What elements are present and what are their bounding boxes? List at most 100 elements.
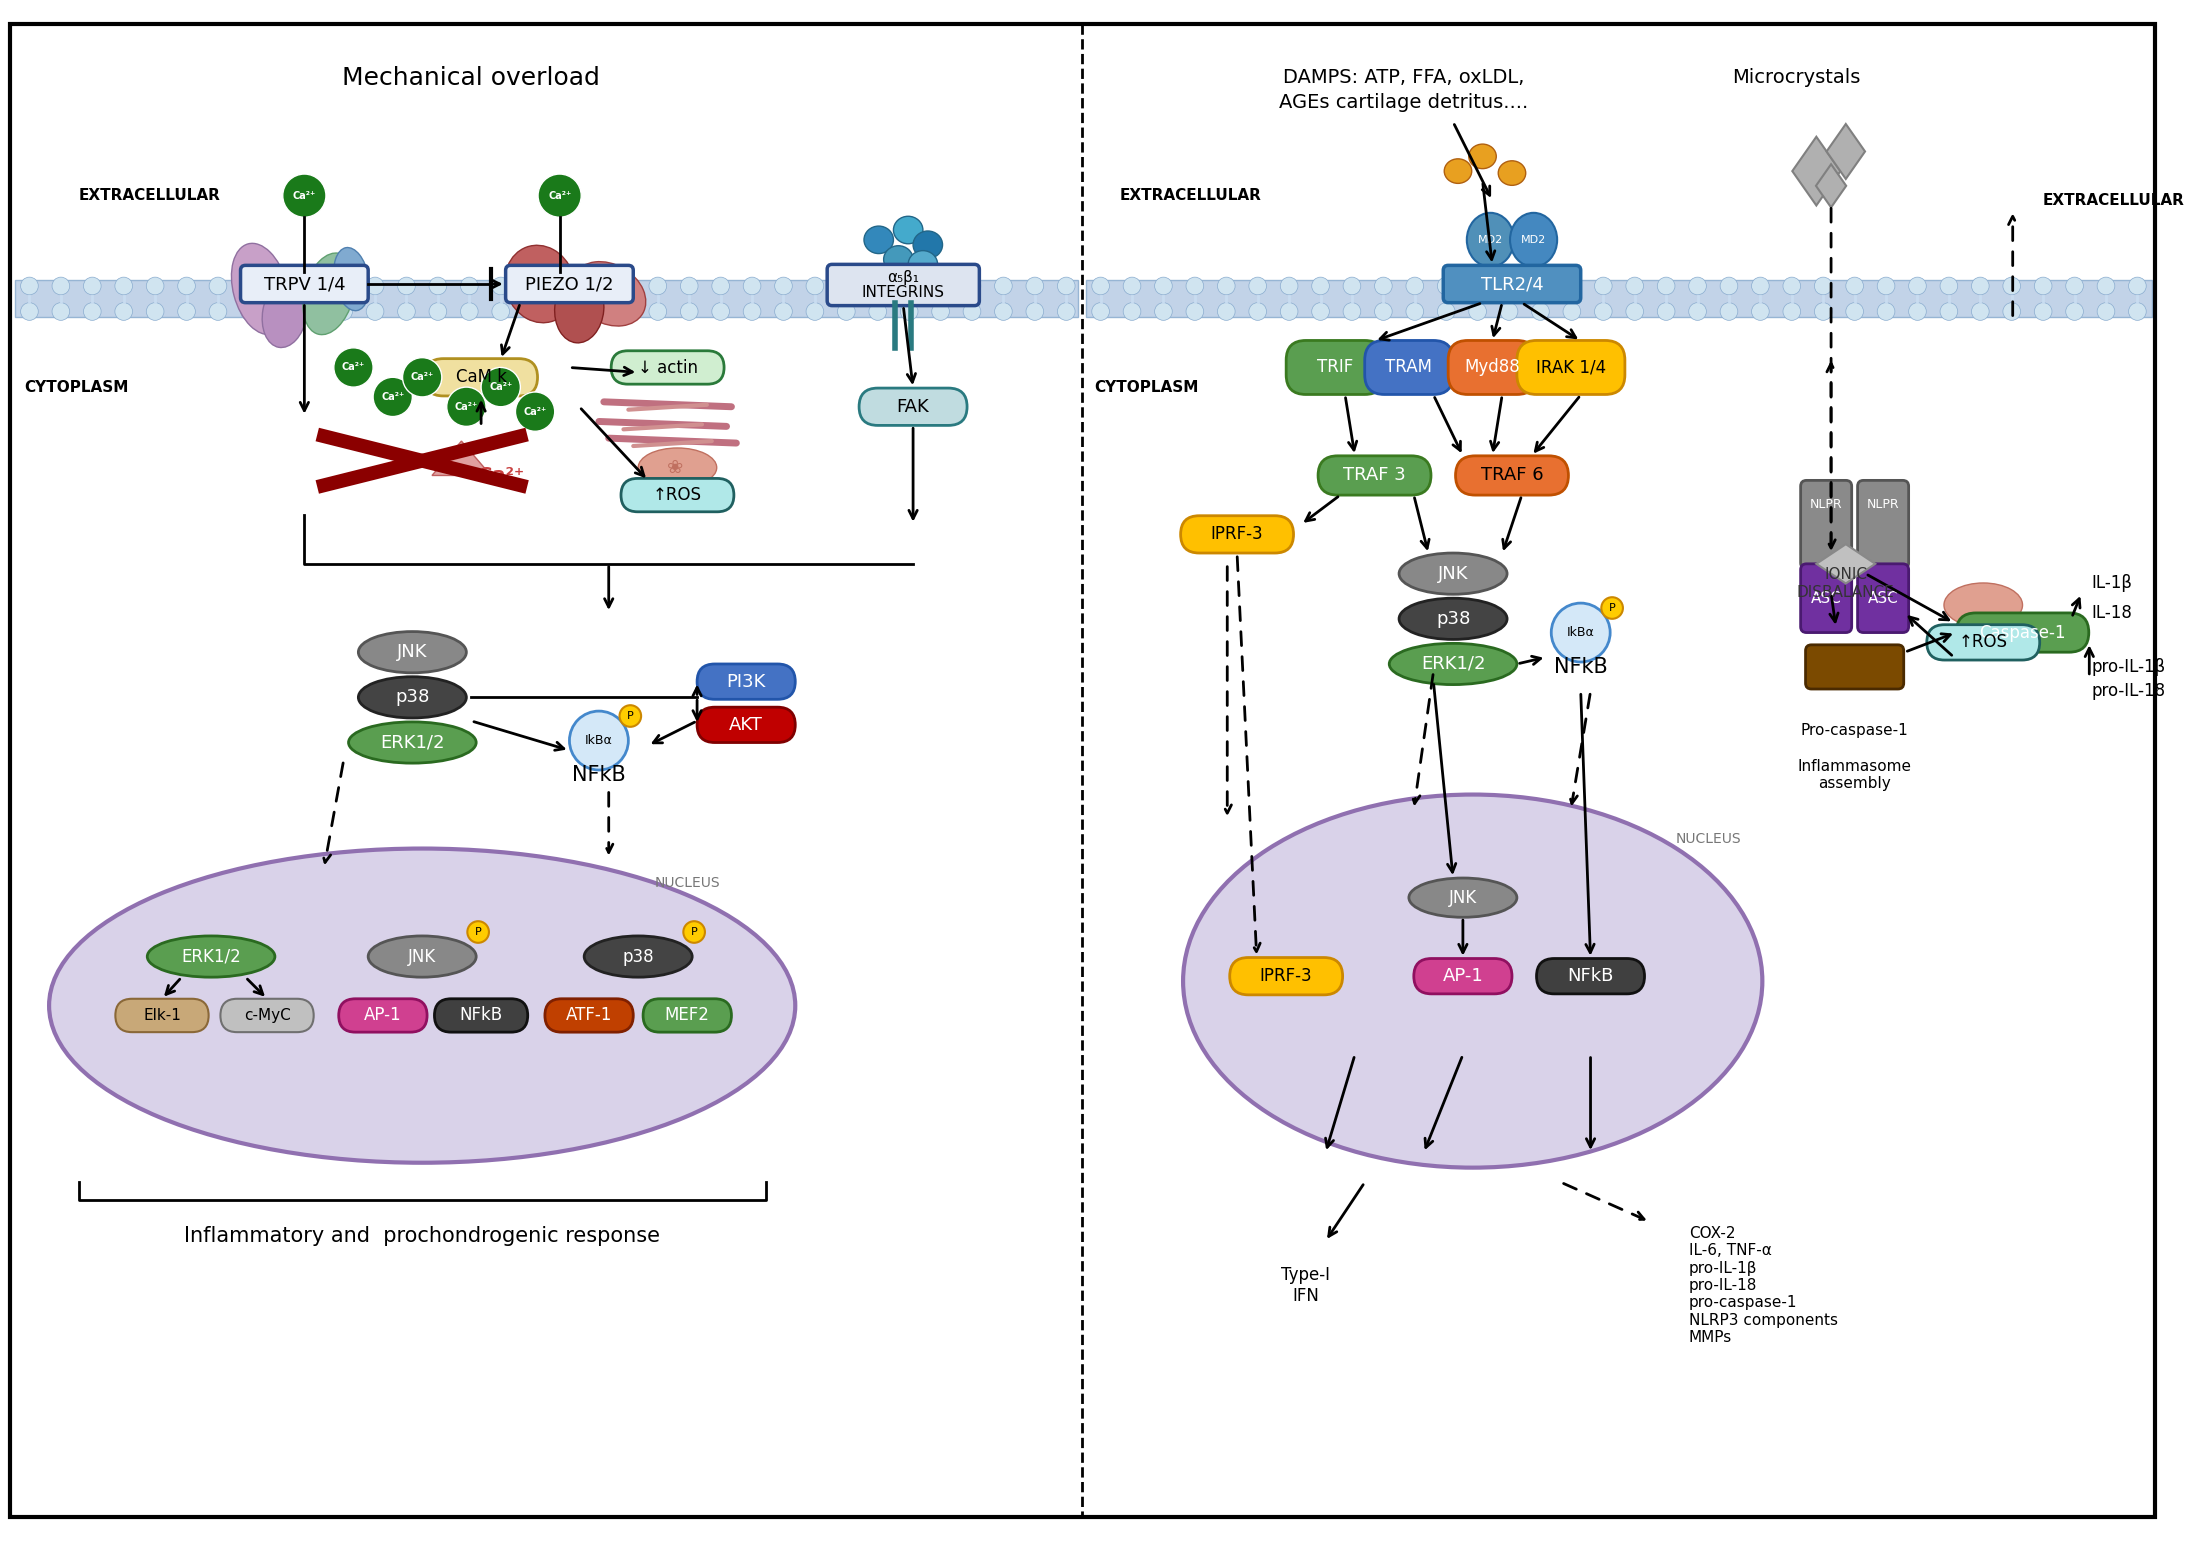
Circle shape <box>869 277 886 294</box>
FancyBboxPatch shape <box>1956 613 2088 652</box>
FancyBboxPatch shape <box>1927 624 2040 660</box>
Circle shape <box>712 277 730 294</box>
Text: pro-IL-1β: pro-IL-1β <box>2090 658 2165 676</box>
Circle shape <box>1532 277 1550 294</box>
Text: AP-1: AP-1 <box>364 1006 401 1025</box>
Circle shape <box>2035 277 2053 294</box>
Circle shape <box>1248 277 1266 294</box>
FancyBboxPatch shape <box>1801 481 1852 569</box>
Text: TRAM: TRAM <box>1385 359 1433 376</box>
Circle shape <box>1689 277 1707 294</box>
Circle shape <box>807 302 825 321</box>
Text: TRIF: TRIF <box>1316 359 1354 376</box>
Text: AP-1: AP-1 <box>1442 968 1484 985</box>
Circle shape <box>1091 277 1109 294</box>
Circle shape <box>271 277 289 294</box>
Circle shape <box>556 302 573 321</box>
Circle shape <box>538 174 582 217</box>
Text: p38: p38 <box>395 689 430 706</box>
Circle shape <box>1971 302 1989 321</box>
Ellipse shape <box>571 262 646 327</box>
Text: PIEZO 1/2: PIEZO 1/2 <box>525 274 613 293</box>
Circle shape <box>461 302 478 321</box>
Ellipse shape <box>333 248 368 311</box>
FancyBboxPatch shape <box>644 999 732 1032</box>
Circle shape <box>240 302 258 321</box>
Text: Microcrystals: Microcrystals <box>1733 68 1861 88</box>
Circle shape <box>492 277 509 294</box>
Text: Ca²⁺: Ca²⁺ <box>523 407 547 416</box>
Text: NFkB: NFkB <box>1555 656 1607 676</box>
Circle shape <box>53 277 71 294</box>
Circle shape <box>1155 302 1173 321</box>
Circle shape <box>1876 302 1894 321</box>
Text: IL-18: IL-18 <box>2090 604 2132 623</box>
Circle shape <box>1720 277 1738 294</box>
Circle shape <box>209 302 227 321</box>
Circle shape <box>1025 302 1043 321</box>
Circle shape <box>617 277 635 294</box>
Text: α₅β₁: α₅β₁ <box>886 270 919 285</box>
Circle shape <box>933 302 950 321</box>
Circle shape <box>2066 277 2084 294</box>
Circle shape <box>1594 302 1612 321</box>
Circle shape <box>1122 302 1140 321</box>
Circle shape <box>743 302 761 321</box>
Circle shape <box>1658 302 1676 321</box>
Circle shape <box>900 302 917 321</box>
Circle shape <box>20 302 37 321</box>
Text: Ca²⁺: Ca²⁺ <box>410 373 434 382</box>
Ellipse shape <box>620 706 642 727</box>
Circle shape <box>20 277 37 294</box>
FancyBboxPatch shape <box>240 265 368 302</box>
Circle shape <box>1940 302 1958 321</box>
Circle shape <box>1058 277 1076 294</box>
Circle shape <box>271 302 289 321</box>
Circle shape <box>774 302 792 321</box>
Circle shape <box>2097 277 2115 294</box>
Ellipse shape <box>569 710 628 770</box>
Circle shape <box>1625 277 1643 294</box>
FancyBboxPatch shape <box>1449 341 1537 394</box>
Text: Inflammasome
assembly: Inflammasome assembly <box>1797 758 1912 791</box>
Text: Ca²⁺: Ca²⁺ <box>454 402 478 411</box>
Circle shape <box>2002 277 2020 294</box>
FancyBboxPatch shape <box>1444 265 1581 302</box>
Circle shape <box>366 302 384 321</box>
Circle shape <box>179 277 196 294</box>
Circle shape <box>964 277 981 294</box>
Circle shape <box>2035 302 2053 321</box>
Circle shape <box>2002 302 2020 321</box>
Text: Ca²⁺: Ca²⁺ <box>293 191 315 200</box>
FancyBboxPatch shape <box>1806 644 1903 689</box>
Text: ↓ actin: ↓ actin <box>637 359 697 376</box>
FancyBboxPatch shape <box>1413 959 1513 994</box>
Circle shape <box>1248 302 1266 321</box>
Text: NLPR: NLPR <box>1810 498 1843 512</box>
Ellipse shape <box>556 274 604 342</box>
Circle shape <box>523 277 540 294</box>
Circle shape <box>617 302 635 321</box>
Circle shape <box>648 277 666 294</box>
Circle shape <box>516 391 556 431</box>
Ellipse shape <box>884 245 913 273</box>
Circle shape <box>1058 302 1076 321</box>
Circle shape <box>1751 277 1768 294</box>
Text: Ca²⁺: Ca²⁺ <box>342 362 366 373</box>
Circle shape <box>1499 302 1517 321</box>
Text: NUCLEUS: NUCLEUS <box>1676 832 1742 846</box>
Text: IL-1β: IL-1β <box>2090 575 2132 592</box>
Circle shape <box>1532 302 1550 321</box>
Text: CYTOPLASM: CYTOPLASM <box>1094 379 1200 394</box>
Text: IRAK 1/4: IRAK 1/4 <box>1537 359 1605 376</box>
Text: COX-2
IL-6, TNF-α
pro-IL-1β
pro-IL-18
pro-caspase-1
NLRP3 components
MMPs: COX-2 IL-6, TNF-α pro-IL-1β pro-IL-18 pr… <box>1689 1225 1837 1345</box>
Ellipse shape <box>1510 213 1557 267</box>
Circle shape <box>1186 302 1204 321</box>
Ellipse shape <box>1389 643 1517 684</box>
Circle shape <box>1312 277 1330 294</box>
Circle shape <box>1940 277 1958 294</box>
Ellipse shape <box>1469 145 1497 168</box>
Text: P: P <box>474 928 481 937</box>
Circle shape <box>1815 277 1832 294</box>
Text: EXTRACELLULAR: EXTRACELLULAR <box>79 188 220 203</box>
